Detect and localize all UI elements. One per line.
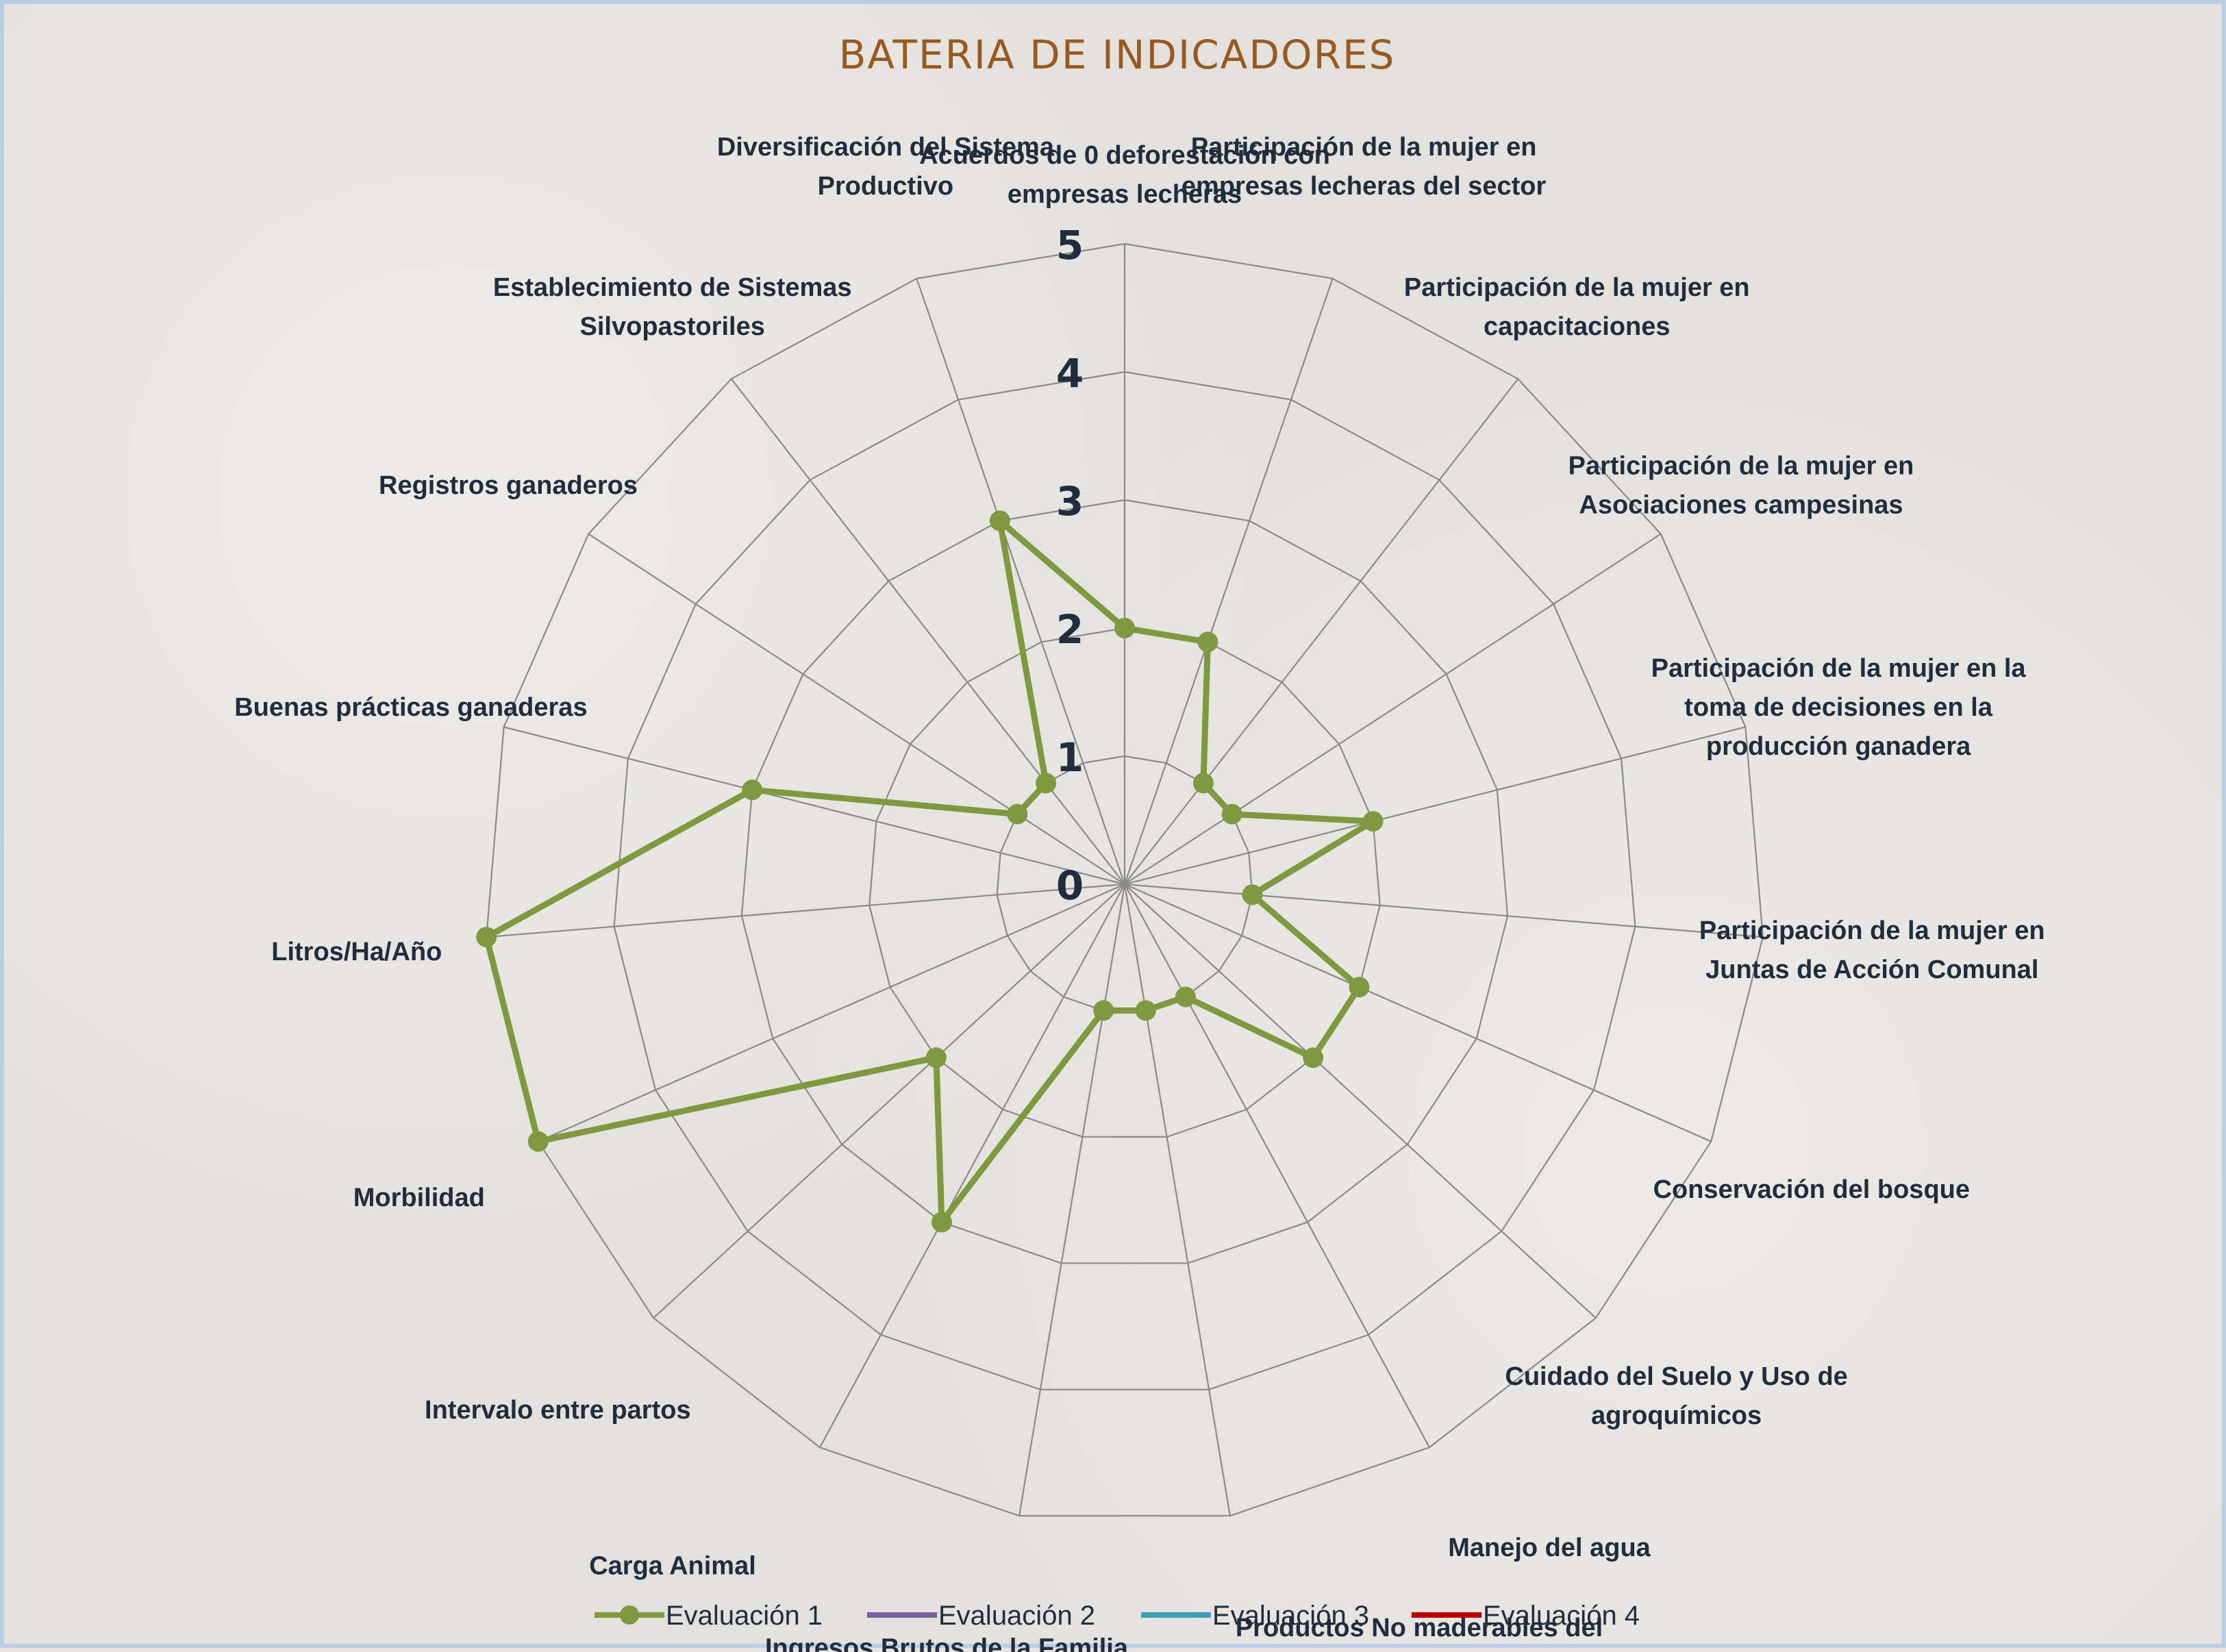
category-label: Conservación del bosque: [1653, 1175, 1970, 1204]
data-point: [1093, 1000, 1114, 1021]
data-point: [476, 927, 497, 948]
grid-spoke: [653, 884, 1125, 1319]
category-label: Establecimiento de Sistemas Silvopastoril…: [493, 273, 852, 341]
category-label: Carga Animal: [589, 1551, 756, 1580]
grid-spoke: [588, 533, 1125, 885]
category-label: Buenas prácticas ganaderas: [234, 693, 587, 722]
category-label: Ingresos Brutos de la FamiliaGanadera: [765, 1634, 1129, 1652]
category-label: Cuidado del Suelo y Uso de agroquímicos: [1505, 1362, 1847, 1430]
data-point: [1221, 803, 1242, 825]
category-label: Registros ganaderos: [379, 471, 638, 500]
grid-spoke: [538, 883, 1125, 1142]
radar-chart: BATERIA DE INDICADORES 0 1 2 3 4 5 Acuerdos d…: [234, 32, 2044, 1652]
grid-ring-2: [868, 627, 1381, 1138]
data-point: [742, 779, 763, 801]
grid-spoke: [1124, 378, 1519, 885]
data-point: [1197, 631, 1218, 653]
data-point: [1007, 803, 1028, 825]
category-label: Intervalo entre partos: [425, 1396, 691, 1425]
radial-tick-labels: 0 1 2 3 4 5: [1056, 222, 1084, 909]
legend-label: Evaluación 2: [938, 1601, 1095, 1631]
category-label: Participación de la mujer en la toma de d…: [1651, 654, 2027, 761]
category-label: Acuerdos de 0 deforestación con empresas …: [919, 141, 1330, 209]
category-label: Manejo del agua: [1448, 1534, 1651, 1562]
radial-tick-label: 1: [1056, 734, 1084, 781]
data-point: [1303, 1047, 1324, 1068]
data-point: [1349, 977, 1370, 998]
grid-spoke: [1124, 884, 1597, 1319]
legend: Evaluación 1 Evaluación 2 Evaluación 3 Eval…: [595, 1601, 1640, 1631]
category-label: Participación de la mujer en empresas lec…: [1181, 133, 1547, 201]
radial-tick-label: 4: [1056, 350, 1084, 397]
grid-spoke: [1123, 278, 1334, 885]
grid-spoke: [916, 278, 1126, 885]
chart-title: BATERIA DE INDICADORES: [839, 32, 1396, 78]
grid-spoke: [1123, 884, 1231, 1516]
category-label: Productos No maderables delBosque: [1236, 1614, 1603, 1652]
radial-tick-label: 5: [1056, 222, 1084, 268]
grid-spoke: [1124, 883, 1763, 938]
grid-spoke: [1124, 726, 1746, 886]
series-layer: [476, 510, 1384, 1233]
category-label: Diversificación del Sistema Productivo: [717, 133, 1055, 201]
radar-grid: [486, 242, 1764, 1517]
category-label: Participación de la mujer en Juntas de Ac…: [1699, 916, 2045, 984]
radial-tick-label: 3: [1056, 478, 1084, 525]
data-point: [1192, 773, 1214, 794]
data-point: [989, 510, 1010, 531]
data-point: [1175, 986, 1196, 1008]
legend-label: Evaluación 3: [1212, 1601, 1369, 1631]
series-line: [483, 517, 1377, 1225]
category-label: Participación de la mujer en capacitacion…: [1404, 273, 1750, 341]
radial-tick-label: 0: [1056, 862, 1084, 909]
legend-marker: [620, 1605, 639, 1625]
data-point: [1036, 773, 1057, 794]
grid-spoke: [1018, 884, 1126, 1516]
grid-spoke: [486, 883, 1125, 938]
grid-spoke: [730, 378, 1125, 885]
grid-spoke: [1124, 883, 1712, 1142]
data-point: [527, 1131, 549, 1152]
grid-ring-5: [486, 242, 1764, 1517]
legend-label: Evaluación 4: [1483, 1601, 1640, 1631]
grid-spoke: [503, 726, 1125, 886]
grid-ring-4: [613, 371, 1636, 1390]
category-label: Morbilidad: [353, 1184, 485, 1212]
grid-spoke: [819, 884, 1125, 1448]
grid-spoke: [1124, 533, 1662, 885]
legend-label: Evaluación 1: [666, 1601, 823, 1631]
data-point: [925, 1047, 947, 1068]
data-point: [1242, 884, 1263, 905]
grid-ring-3: [740, 499, 1509, 1264]
category-label: Litros/Ha/Año: [271, 938, 442, 966]
data-point: [1135, 1000, 1156, 1021]
category-labels: Acuerdos de 0 deforestación con empresas …: [234, 133, 2044, 1652]
category-label: Participación de la mujer en Asociaciones…: [1568, 452, 1914, 520]
radial-tick-label: 2: [1056, 606, 1084, 653]
data-point: [1114, 618, 1135, 638]
data-point: [1362, 811, 1384, 832]
data-point: [931, 1212, 952, 1233]
grid-spoke: [1124, 884, 1430, 1448]
